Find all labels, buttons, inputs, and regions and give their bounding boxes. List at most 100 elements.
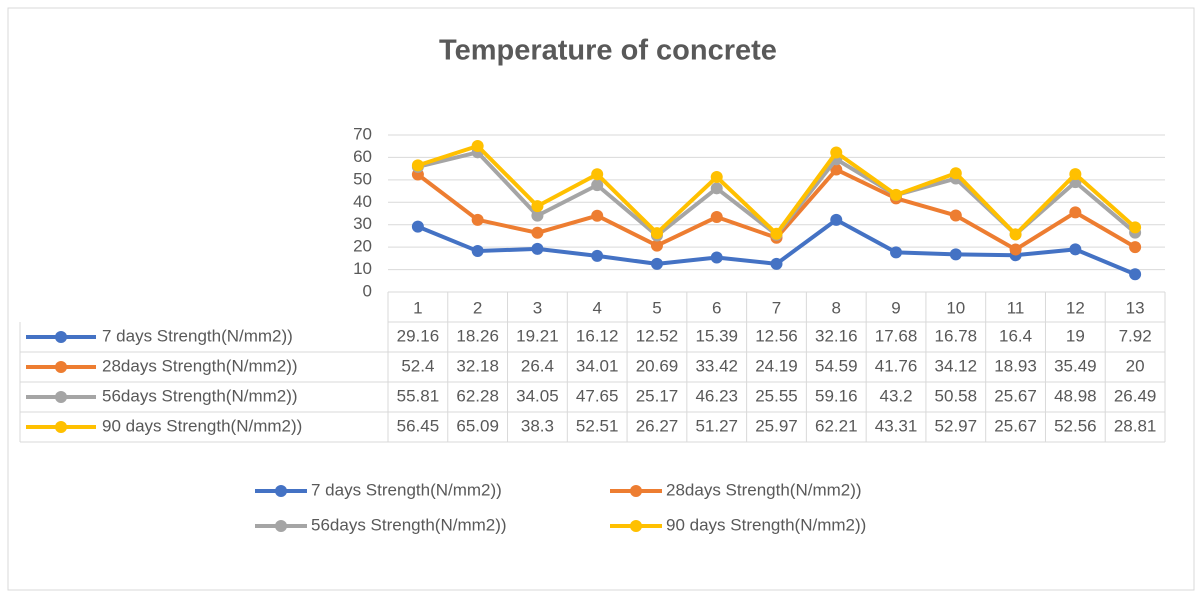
data-point xyxy=(471,140,484,153)
data-point xyxy=(830,146,843,159)
table-cell: 59.16 xyxy=(815,386,858,405)
data-point xyxy=(710,182,723,195)
table-cell: 26.4 xyxy=(521,356,554,375)
table-cell: 28.81 xyxy=(1114,416,1157,435)
table-cell: 29.16 xyxy=(397,326,440,345)
x-tick-label: 3 xyxy=(533,298,542,317)
data-point xyxy=(411,220,424,233)
table-cell: 33.42 xyxy=(695,356,738,375)
legend-label: 56days Strength(N/mm2)) xyxy=(311,515,507,534)
data-point xyxy=(770,227,783,240)
table-cell: 35.49 xyxy=(1054,356,1097,375)
table-cell: 24.19 xyxy=(755,356,798,375)
data-point xyxy=(411,159,424,172)
legend-marker xyxy=(630,520,642,532)
table-cell: 12.52 xyxy=(636,326,679,345)
data-point xyxy=(1129,221,1142,234)
table-series-name: 7 days Strength(N/mm2)) xyxy=(102,326,293,345)
table-cell: 25.55 xyxy=(755,386,798,405)
data-point xyxy=(1069,206,1082,219)
table-cell: 43.31 xyxy=(875,416,918,435)
table-cell: 17.68 xyxy=(875,326,918,345)
table-key-marker xyxy=(55,361,67,373)
chart-title: Temperature of concrete xyxy=(439,35,777,67)
table-series-name: 28days Strength(N/mm2)) xyxy=(102,356,298,375)
table-key-marker xyxy=(55,391,67,403)
data-point xyxy=(1129,241,1142,254)
table-cell: 38.3 xyxy=(521,416,554,435)
y-tick-label: 10 xyxy=(353,259,372,278)
data-point xyxy=(949,209,962,222)
legend-label: 90 days Strength(N/mm2)) xyxy=(666,515,866,534)
table-cell: 52.97 xyxy=(935,416,978,435)
data-point xyxy=(890,246,903,259)
table-cell: 65.09 xyxy=(456,416,499,435)
x-tick-label: 11 xyxy=(1007,298,1025,317)
table-cell: 56.45 xyxy=(397,416,440,435)
x-tick-label: 2 xyxy=(473,298,482,317)
table-cell: 32.18 xyxy=(456,356,499,375)
legend-marker xyxy=(275,485,287,497)
data-point xyxy=(890,188,903,201)
data-point xyxy=(1069,168,1082,181)
data-point xyxy=(471,213,484,226)
table-cell: 19 xyxy=(1066,326,1085,345)
table-cell: 25.97 xyxy=(755,416,798,435)
x-tick-label: 8 xyxy=(832,298,841,317)
table-cell: 54.59 xyxy=(815,356,858,375)
x-tick-label: 13 xyxy=(1126,298,1145,317)
data-point xyxy=(591,249,604,262)
table-series-name: 56days Strength(N/mm2)) xyxy=(102,386,298,405)
table-cell: 26.49 xyxy=(1114,386,1157,405)
table-cell: 34.01 xyxy=(576,356,619,375)
y-tick-label: 30 xyxy=(353,214,372,233)
table-cell: 46.23 xyxy=(695,386,738,405)
table-cell: 52.4 xyxy=(401,356,434,375)
table-cell: 18.26 xyxy=(456,326,499,345)
table-cell: 34.12 xyxy=(935,356,978,375)
data-point xyxy=(650,227,663,240)
x-tick-label: 6 xyxy=(712,298,721,317)
table-cell: 15.39 xyxy=(695,326,738,345)
data-point xyxy=(1009,243,1022,256)
data-point xyxy=(650,239,663,252)
table-cell: 7.92 xyxy=(1119,326,1152,345)
table-cell: 50.58 xyxy=(935,386,978,405)
data-point xyxy=(710,251,723,264)
table-cell: 62.28 xyxy=(456,386,499,405)
table-cell: 52.56 xyxy=(1054,416,1097,435)
data-point xyxy=(650,257,663,270)
table-cell: 48.98 xyxy=(1054,386,1097,405)
table-cell: 55.81 xyxy=(397,386,440,405)
table-cell: 16.12 xyxy=(576,326,619,345)
chart-area xyxy=(7,7,1195,591)
legend-marker xyxy=(630,485,642,497)
table-cell: 52.51 xyxy=(576,416,619,435)
data-point xyxy=(1129,268,1142,281)
data-point xyxy=(770,257,783,270)
table-cell: 25.17 xyxy=(636,386,679,405)
data-point xyxy=(591,168,604,181)
table-cell: 32.16 xyxy=(815,326,858,345)
table-cell: 20 xyxy=(1126,356,1145,375)
data-point xyxy=(949,248,962,261)
table-cell: 16.4 xyxy=(999,326,1032,345)
y-tick-label: 60 xyxy=(353,147,372,166)
data-point xyxy=(531,226,544,239)
data-point xyxy=(830,213,843,226)
x-tick-label: 10 xyxy=(946,298,965,317)
table-cell: 25.67 xyxy=(994,386,1037,405)
x-tick-label: 7 xyxy=(772,298,781,317)
x-tick-label: 12 xyxy=(1066,298,1085,317)
table-cell: 26.27 xyxy=(636,416,679,435)
y-tick-label: 40 xyxy=(353,192,372,211)
y-tick-label: 0 xyxy=(363,281,372,300)
data-point xyxy=(1069,243,1082,256)
data-point xyxy=(531,200,544,213)
table-cell: 43.2 xyxy=(879,386,912,405)
table-key-marker xyxy=(55,421,67,433)
y-tick-label: 50 xyxy=(353,169,372,188)
data-point xyxy=(471,245,484,258)
data-point xyxy=(710,171,723,184)
x-tick-label: 1 xyxy=(413,298,422,317)
